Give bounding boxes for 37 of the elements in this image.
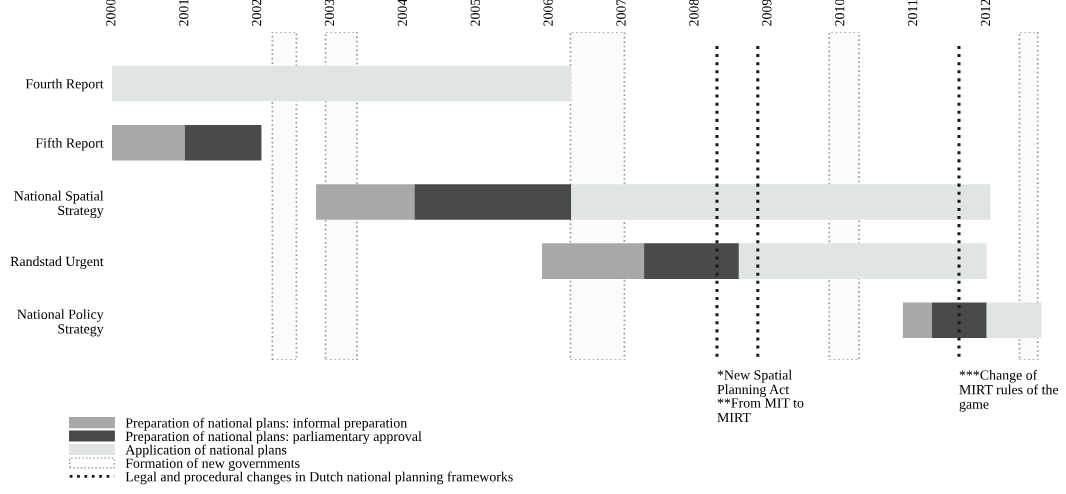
x-tick-label: 2007 <box>616 0 626 26</box>
x-tick-label: 2006 <box>543 0 553 26</box>
x-tick-label: 2009 <box>762 0 772 26</box>
x-tick-label: 2011 <box>907 0 918 26</box>
y-tick-label: Fourth Report <box>25 78 104 92</box>
text: **From MIT to MIRT <box>717 398 804 422</box>
bar <box>738 243 987 279</box>
bar <box>986 302 1042 339</box>
bar <box>902 302 933 339</box>
legend-label: Preparation of national plans: parliamentary approval <box>125 431 422 444</box>
x-tick-label: 2001 <box>178 0 189 26</box>
y-tick-label: National Spatial Strategy <box>14 190 104 218</box>
bar <box>112 65 572 102</box>
x-tick-label: 2008 <box>689 0 699 26</box>
bar <box>542 243 645 279</box>
legend-label: Preparation of national plans: informal preparation <box>125 417 407 431</box>
y-tick-label: Fifth Report <box>35 137 104 151</box>
x-tick-label: 2002 <box>251 0 262 26</box>
text: ***Change of MIRT rules of the game <box>959 369 1059 412</box>
x-tick-label: 2010 <box>835 0 845 26</box>
bar <box>644 243 739 279</box>
bar <box>112 124 185 161</box>
bar <box>184 124 262 161</box>
x-tick-label: 2000 <box>106 0 116 26</box>
bar <box>414 184 572 220</box>
legend-label: Legal and procedural changes in Dutch national planning frameworks <box>125 471 513 485</box>
bar <box>932 302 987 339</box>
bar <box>571 184 991 220</box>
y-tick-label: National Policy Strategy <box>17 309 104 337</box>
bar <box>316 184 415 220</box>
x-tick-label: 2003 <box>324 0 335 26</box>
legend-label: Application of national plans <box>125 444 287 458</box>
x-tick-label: 2005 <box>470 0 480 26</box>
x-tick-label: 2012 <box>980 0 991 26</box>
y-tick-label: Randstad Urgent <box>10 256 104 269</box>
text: *New Spatial Planning Act <box>717 369 792 397</box>
legend-label: Formation of new governments <box>125 458 300 471</box>
